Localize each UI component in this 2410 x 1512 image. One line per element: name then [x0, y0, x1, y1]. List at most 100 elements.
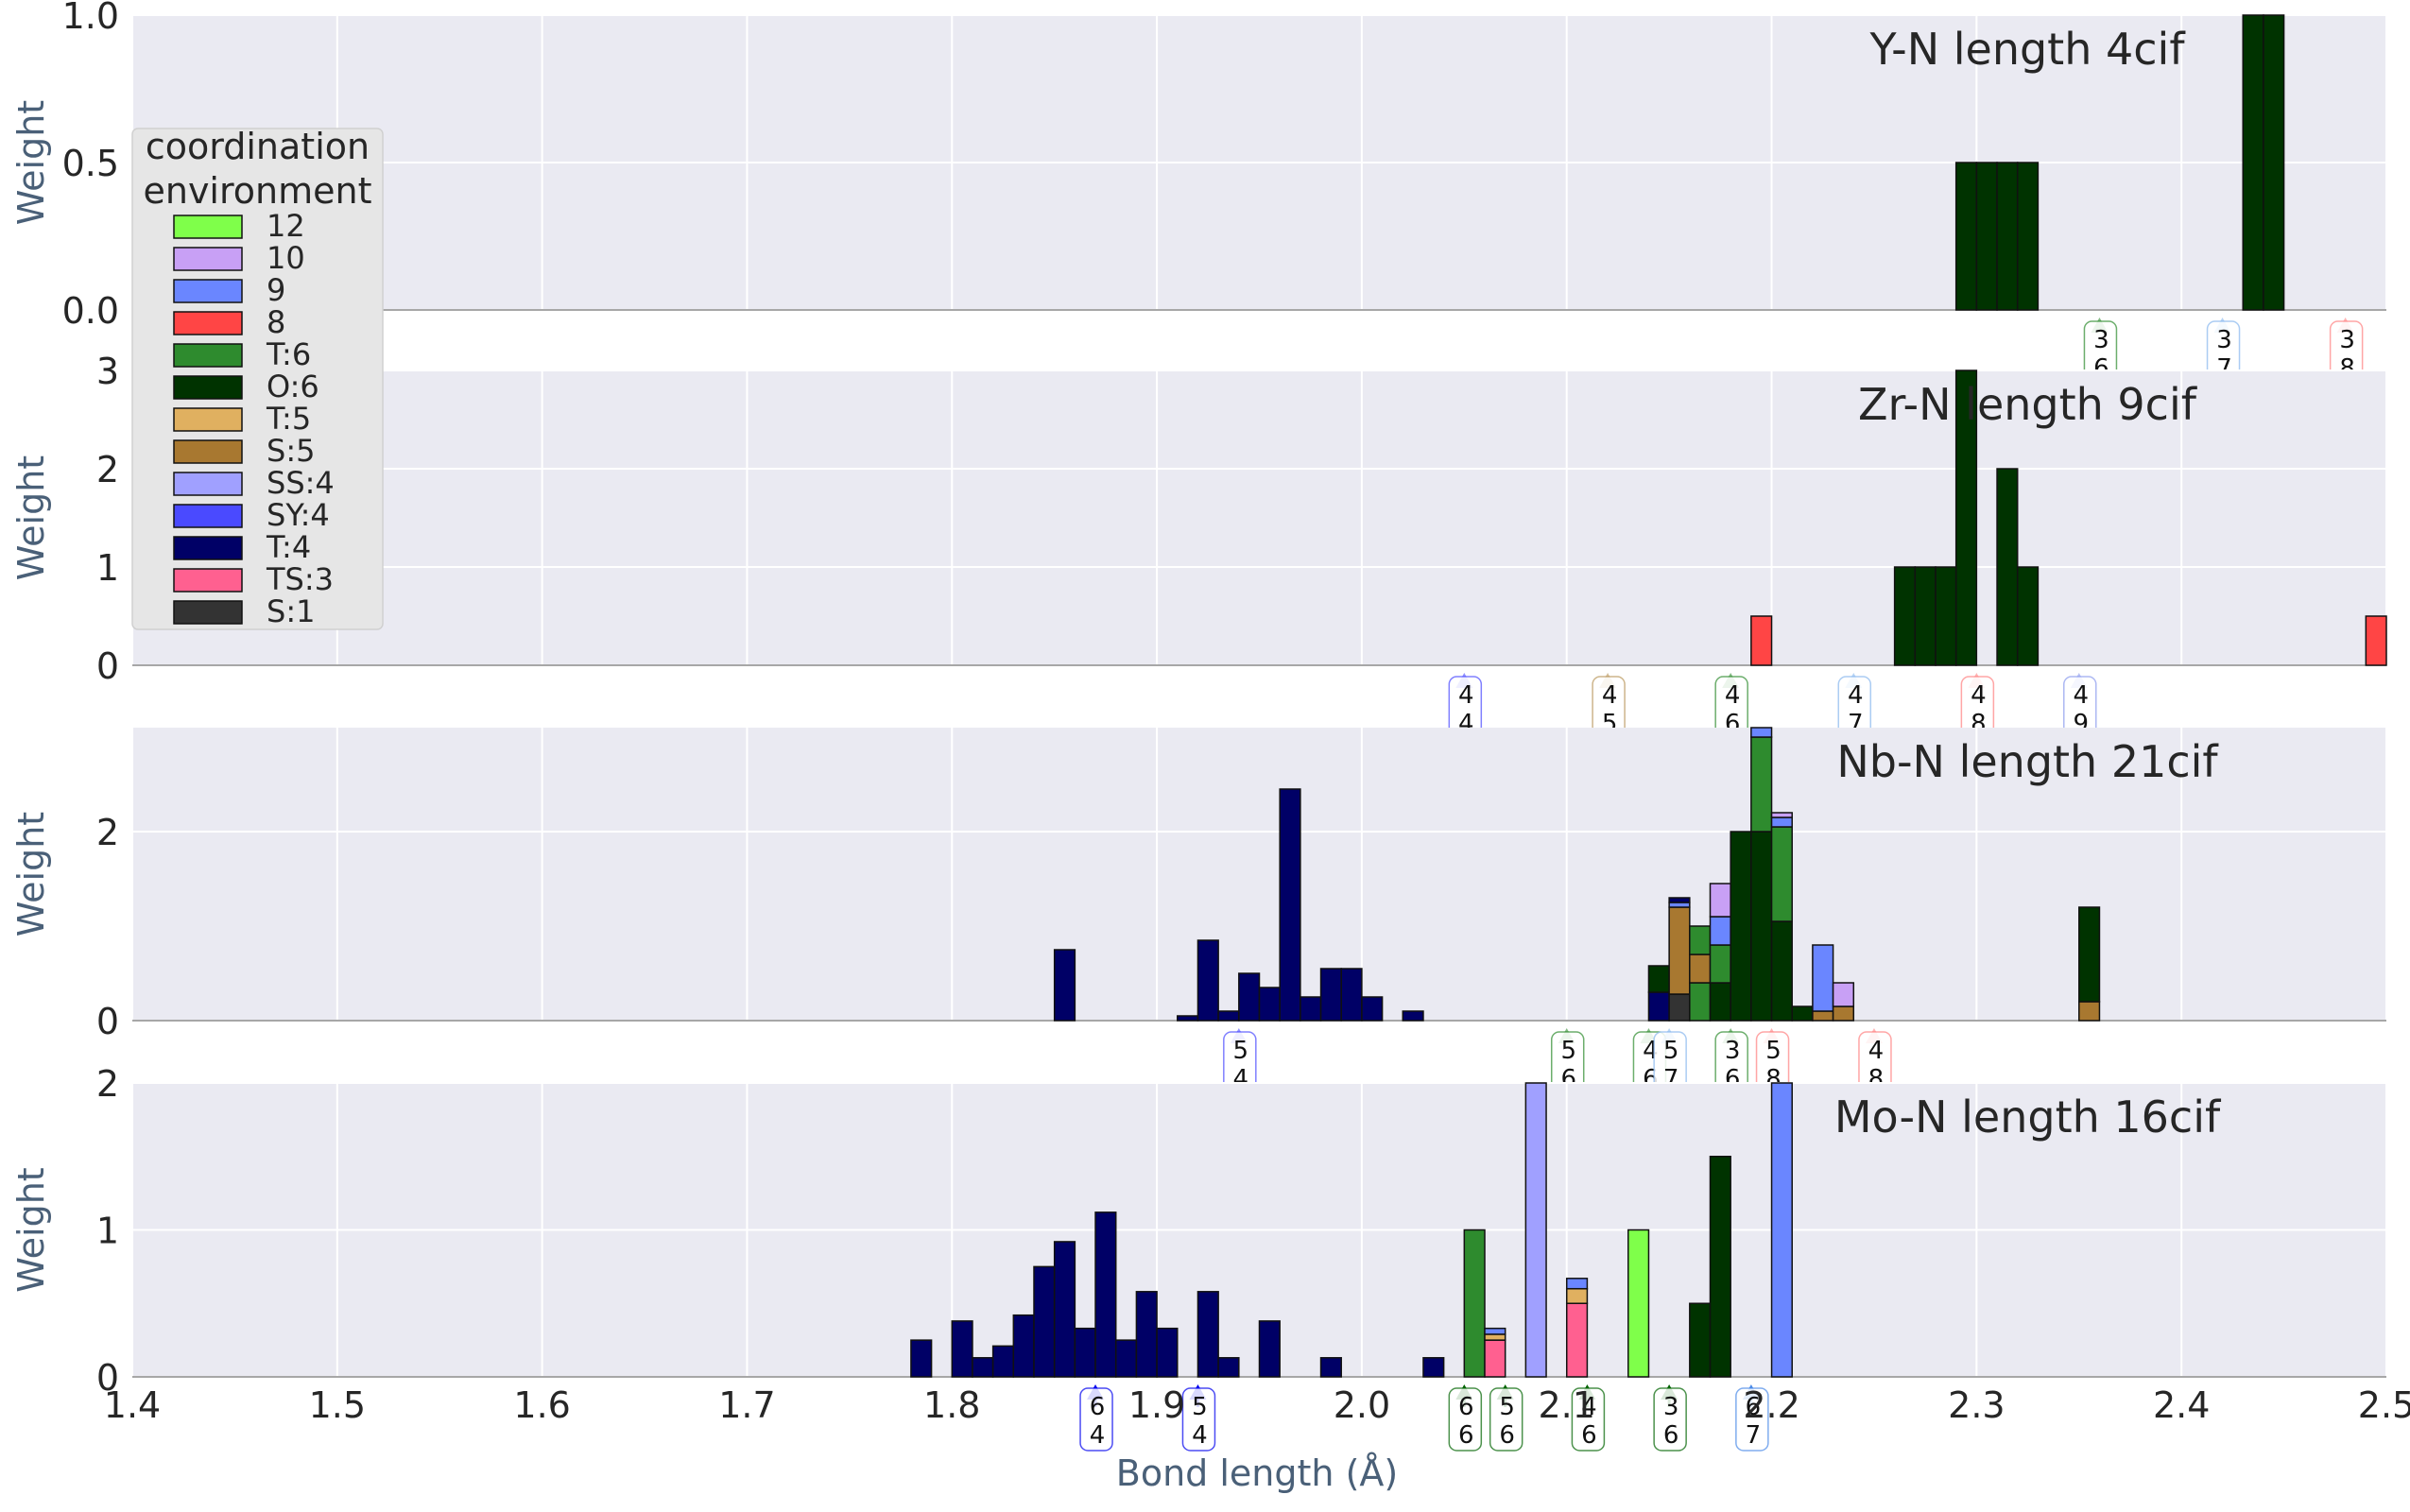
bar-segment — [1750, 831, 1773, 1022]
marker-top-label: 5 — [1765, 1037, 1782, 1065]
bar-segment — [1668, 993, 1691, 1022]
legend-label: S:5 — [267, 433, 315, 469]
bar-segment — [1177, 1015, 1199, 1022]
marker-bottom-label: 7 — [1746, 1421, 1762, 1450]
bar-segment — [2242, 14, 2264, 311]
y-tick-label: 1 — [96, 547, 119, 589]
marker-top-label: 3 — [2216, 326, 2232, 354]
x-tick-label: 1.4 — [104, 1384, 161, 1426]
bar-segment — [1196, 939, 1219, 1022]
bar-segment — [972, 1357, 994, 1378]
legend-swatch — [173, 311, 243, 335]
legend-swatch — [173, 407, 243, 432]
marker-top-label: 5 — [1233, 1037, 1249, 1065]
bar-segment — [2365, 615, 2387, 666]
bar-segment — [1668, 897, 1691, 903]
legend-title: coordination — [146, 126, 370, 167]
legend-label: O:6 — [267, 369, 319, 404]
marker-bottom-label: 6 — [1663, 1421, 1679, 1450]
bar-segment — [1812, 944, 1834, 1012]
bar-segment — [1709, 883, 1731, 918]
marker-top-label: 4 — [1458, 681, 1474, 710]
x-tick-label: 2.5 — [2358, 1384, 2410, 1426]
bar-segment — [2263, 14, 2285, 311]
legend-label: 10 — [267, 240, 305, 276]
marker-top-label: 5 — [1663, 1037, 1679, 1065]
legend-swatch — [173, 247, 243, 271]
marker-box — [1735, 1387, 1769, 1452]
bar-segment — [2078, 906, 2101, 1003]
panel-title: Y-N length 4cif — [1868, 24, 2186, 75]
bar-segment — [1812, 1010, 1834, 1022]
marker-top-label: 4 — [1602, 681, 1618, 710]
y-axis-label: Weight — [10, 812, 52, 936]
y-tick-label: 2 — [96, 449, 119, 490]
y-tick-label: 0 — [96, 645, 119, 687]
bar-segment — [1996, 468, 2019, 666]
bar-segment — [1156, 1327, 1179, 1378]
x-tick-label: 1.5 — [309, 1384, 366, 1426]
bar-segment — [1689, 1302, 1712, 1378]
marker-top-label: 5 — [1499, 1393, 1515, 1421]
legend-label: SY:4 — [267, 497, 330, 533]
bar-segment — [1627, 1228, 1650, 1378]
bar-segment — [1319, 968, 1342, 1022]
bar-segment — [991, 1345, 1015, 1378]
x-axis: 1.4 1.5 1.6 1.7 1.8 1.9 2.0 2.1 2.2 2.3 2.4 2.5 — [104, 1384, 2410, 1426]
bar-segment — [1094, 1211, 1117, 1378]
bar-segment — [1565, 1278, 1589, 1290]
y-tick-label: 1 — [96, 1211, 119, 1252]
x-tick-label: 1.7 — [718, 1384, 775, 1426]
legend-label: 8 — [267, 304, 285, 340]
bar-segment — [1565, 1287, 1589, 1304]
bar-segment — [1770, 812, 1793, 818]
y-tick-label: 0.5 — [62, 143, 119, 184]
bar-segment — [1709, 982, 1731, 1022]
bar-segment — [1053, 1241, 1076, 1378]
bar-segment — [2016, 566, 2040, 666]
bar-segment — [1750, 615, 1773, 666]
bar-segment — [951, 1320, 973, 1378]
y-tick-label: 0.0 — [62, 290, 119, 332]
bar-segment — [1709, 916, 1731, 946]
marker-box — [1653, 1387, 1687, 1452]
x-axis-label: Bond length (Å) — [1116, 1452, 1398, 1494]
plot-background — [132, 728, 2386, 1021]
bar-segment — [2016, 162, 2040, 311]
bar-segment — [1689, 982, 1712, 1022]
bar-segment — [1975, 162, 1998, 311]
panels-layer: 0.00.51.0Y-N length 4cifWeight3637380123… — [10, 0, 2387, 1452]
marker: 46 — [1571, 1384, 1606, 1452]
marker-top-label: 6 — [1090, 1393, 1106, 1421]
bar-segment — [1954, 162, 1978, 311]
marker: 66 — [1448, 1384, 1483, 1452]
bar-segment — [1524, 1082, 1547, 1378]
bar-segment — [1484, 1327, 1506, 1335]
legend-label: T:6 — [266, 336, 311, 372]
bar-segment — [1053, 949, 1076, 1022]
marker-top-label: 4 — [1581, 1393, 1597, 1421]
legend-label: T:5 — [266, 401, 311, 437]
marker-top-label: 3 — [1725, 1037, 1741, 1065]
marker: 44 — [1448, 673, 1483, 740]
x-tick-label: 2.2 — [1743, 1384, 1799, 1426]
marker-box — [1489, 1387, 1523, 1452]
x-tick-label: 2.3 — [1948, 1384, 2005, 1426]
marker-top-label: 5 — [1560, 1037, 1576, 1065]
bar-segment — [1300, 996, 1322, 1022]
legend-swatch — [173, 279, 243, 303]
marker-top-label: 6 — [1746, 1393, 1762, 1421]
bar-segment — [1217, 1010, 1240, 1022]
bar-segment — [1217, 1357, 1240, 1378]
marker-top-label: 4 — [2073, 681, 2089, 710]
marker-box — [1079, 1387, 1113, 1452]
marker-top-label: 6 — [1458, 1393, 1474, 1421]
bar-segment — [1750, 736, 1773, 833]
bar-segment — [1074, 1327, 1096, 1378]
bar-segment — [1647, 991, 1670, 1022]
bar-segment — [1484, 1339, 1506, 1378]
y-tick-label: 0 — [96, 1001, 119, 1042]
